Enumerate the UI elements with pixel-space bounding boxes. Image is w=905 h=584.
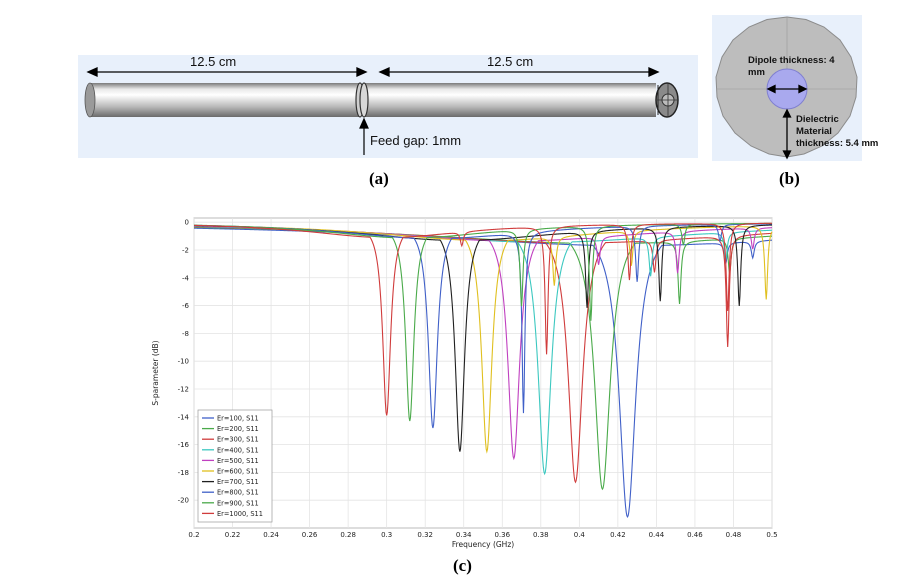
y-tick-label: 0 (185, 219, 189, 227)
legend: Er=100, S11 Er=200, S11 Er=300, S11 Er=400,… (197, 409, 273, 523)
y-tick-label: -6 (182, 302, 190, 310)
right-dipole-arm (359, 82, 679, 118)
dielectric-thickness-arrow (782, 108, 792, 160)
dipole-thickness-arrow (766, 84, 808, 94)
right-dimension-arrow (378, 66, 660, 78)
dielectric-label-3: thickness: 5.4 mm (796, 138, 879, 149)
right-length-label: 12.5 cm (487, 54, 534, 69)
axis-ticks: 0.2 0.22 0.24 0.26 0.28 0.3 0.32 0.34 0.36 0.38 0.… (178, 219, 778, 539)
legend-label: Er=400, S11 (217, 446, 259, 454)
series-lines (193, 222, 773, 519)
caption-c: (c) (453, 556, 472, 575)
left-length-label: 12.5 cm (190, 54, 237, 69)
y-tick-label: -20 (178, 497, 189, 505)
legend-label: Er=200, S11 (217, 425, 259, 433)
y-tick-label: -16 (178, 441, 190, 449)
y-tick-label: -2 (182, 246, 189, 254)
x-tick-label: 0.48 (726, 531, 742, 539)
x-tick-label: 0.32 (417, 531, 433, 539)
cross-section-figure (712, 15, 862, 161)
cross-section-drawing (715, 16, 858, 160)
dipole-thickness-label: Dipole thickness: 4 mm (748, 55, 835, 78)
x-tick-label: 0.3 (381, 531, 392, 539)
x-tick-label: 0.24 (263, 531, 279, 539)
dielectric-label-2: Material (796, 126, 832, 137)
legend-label: Er=100, S11 (217, 415, 259, 423)
x-axis-label: Frequency (GHz) (452, 540, 514, 549)
legend-label: Er=600, S11 (217, 468, 259, 476)
left-dimension-arrow (86, 66, 368, 78)
y-axis-label: S-parameter (dB) (151, 340, 160, 405)
dipole-antenna-figure (78, 55, 698, 158)
y-tick-label: -12 (178, 385, 189, 393)
feed-gap-label: Feed gap: 1mm (370, 133, 462, 148)
y-tick-label: -18 (178, 469, 189, 477)
caption-b: (b) (779, 169, 800, 188)
series-line-10 (193, 222, 773, 416)
y-tick-label: -10 (178, 358, 189, 366)
legend-label: Er=1000, S11 (217, 510, 263, 518)
y-tick-label: -8 (182, 330, 189, 338)
feed-gap-arrow (359, 117, 369, 155)
x-tick-label: 0.44 (649, 531, 665, 539)
legend-label: Er=500, S11 (217, 457, 259, 465)
dipole-antenna-drawing (84, 66, 679, 155)
x-tick-label: 0.38 (533, 531, 549, 539)
x-tick-label: 0.36 (494, 531, 510, 539)
dielectric-label-1: Dielectric (796, 114, 839, 125)
legend-label: Er=700, S11 (217, 478, 259, 486)
x-tick-label: 0.26 (302, 531, 318, 539)
y-tick-label: -4 (182, 274, 190, 282)
series-line-9 (193, 222, 773, 422)
x-tick-label: 0.5 (766, 531, 777, 539)
s11-chart: 0.2 0.22 0.24 0.26 0.28 0.3 0.32 0.34 0.36 0.38 0.… (151, 217, 778, 549)
left-dipole-arm (84, 82, 365, 118)
x-tick-label: 0.42 (610, 531, 626, 539)
x-tick-label: 0.4 (574, 531, 586, 539)
x-tick-label: 0.2 (188, 531, 199, 539)
legend-label: Er=300, S11 (217, 436, 259, 444)
x-tick-label: 0.22 (225, 531, 241, 539)
legend-label: Er=900, S11 (217, 499, 259, 507)
x-tick-label: 0.34 (456, 531, 472, 539)
x-tick-label: 0.46 (687, 531, 703, 539)
x-tick-label: 0.28 (340, 531, 356, 539)
caption-a: (a) (369, 169, 389, 188)
y-tick-label: -14 (178, 413, 190, 421)
plot-area (193, 217, 773, 529)
legend-label: Er=800, S11 (217, 489, 259, 497)
